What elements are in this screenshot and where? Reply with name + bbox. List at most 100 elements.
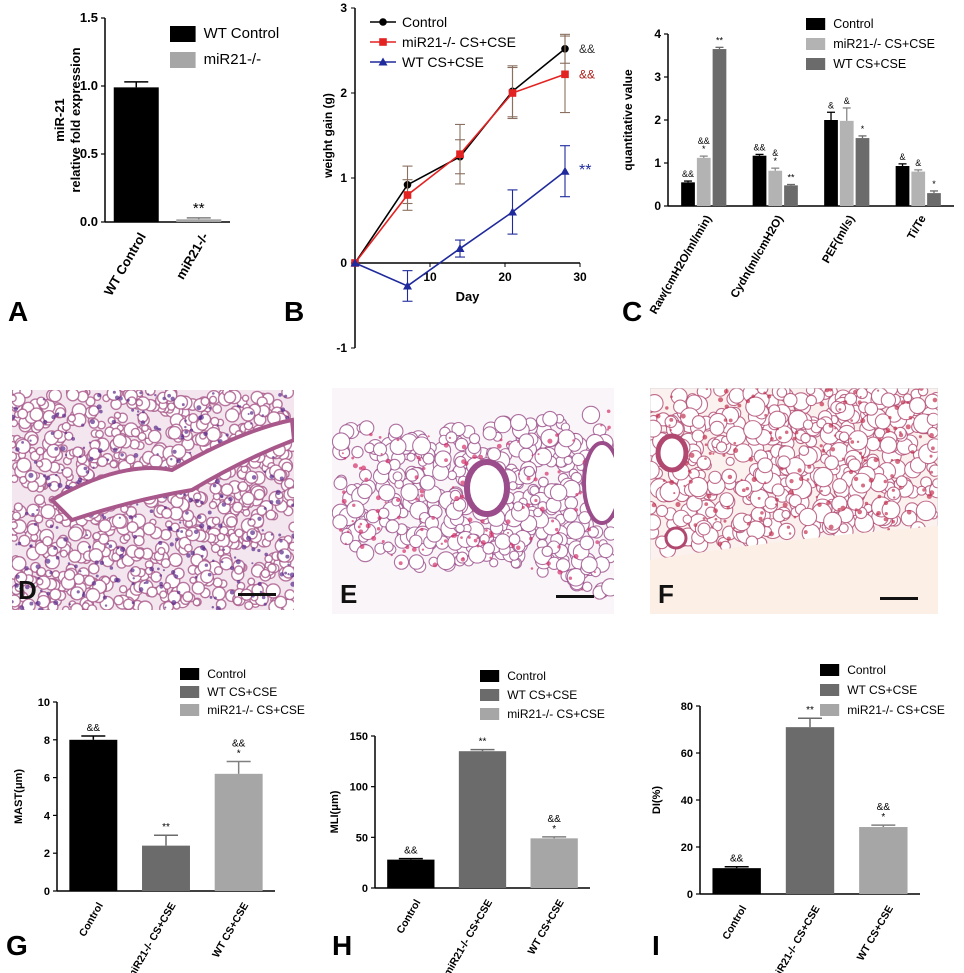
alveolus bbox=[113, 595, 124, 606]
alveolus bbox=[86, 604, 98, 610]
alveolus bbox=[13, 502, 23, 512]
legend-marker bbox=[379, 18, 387, 26]
cell-nucleus bbox=[208, 406, 212, 410]
legend-label: WT Control bbox=[204, 25, 280, 42]
cell-nucleus bbox=[111, 419, 117, 425]
cell-nucleus bbox=[68, 603, 71, 606]
cell-nucleus bbox=[745, 399, 751, 404]
cell-nucleus bbox=[200, 554, 204, 558]
alveolus bbox=[118, 584, 128, 594]
cell-nucleus bbox=[343, 457, 347, 460]
cell-nucleus bbox=[420, 527, 424, 532]
alveolus bbox=[122, 598, 135, 610]
cell-nucleus bbox=[104, 604, 108, 607]
cell-nucleus bbox=[745, 486, 750, 491]
legend-swatch bbox=[480, 689, 500, 701]
cell-nucleus bbox=[214, 596, 217, 600]
alveolus bbox=[896, 388, 910, 396]
cell-nucleus bbox=[28, 472, 34, 478]
alveolus bbox=[95, 429, 104, 439]
alveolus bbox=[798, 507, 818, 527]
alveolus bbox=[864, 401, 879, 416]
alveolus bbox=[35, 460, 44, 468]
cell-nucleus bbox=[857, 509, 863, 515]
legend-swatch bbox=[806, 38, 826, 50]
cell-nucleus bbox=[606, 428, 609, 431]
cell-nucleus bbox=[24, 511, 29, 516]
cell-nucleus bbox=[778, 436, 782, 440]
cell-nucleus bbox=[723, 388, 729, 394]
data-point bbox=[350, 258, 360, 267]
alveolus bbox=[142, 522, 156, 536]
cell-nucleus bbox=[670, 395, 673, 399]
cell-nucleus bbox=[77, 477, 83, 482]
cell-nucleus bbox=[763, 391, 767, 395]
cell-nucleus bbox=[789, 490, 794, 495]
cell-nucleus bbox=[143, 581, 146, 585]
cell-nucleus bbox=[705, 388, 709, 391]
x-tick-label: Control bbox=[394, 897, 423, 935]
cell-nucleus bbox=[97, 393, 102, 398]
cell-nucleus bbox=[797, 468, 802, 473]
histology-image-f bbox=[650, 388, 938, 614]
cell-nucleus bbox=[751, 394, 755, 398]
alveolus bbox=[165, 455, 178, 468]
alveolus bbox=[12, 521, 18, 530]
cell-nucleus bbox=[272, 455, 275, 459]
cell-nucleus bbox=[910, 450, 915, 454]
alveolus bbox=[357, 483, 373, 500]
cell-nucleus bbox=[136, 503, 139, 506]
alveolus bbox=[682, 514, 693, 524]
alveolus bbox=[66, 390, 80, 402]
data-point bbox=[508, 207, 517, 216]
alveolus bbox=[364, 442, 376, 454]
x-tick-label: WT CS+CSE bbox=[210, 901, 251, 960]
cell-nucleus bbox=[269, 500, 274, 504]
alveolus bbox=[234, 528, 244, 538]
cell-nucleus bbox=[499, 438, 503, 442]
alveolus bbox=[253, 488, 266, 501]
cell-nucleus bbox=[55, 556, 60, 560]
x-tick-label: 30 bbox=[573, 270, 587, 284]
chart-b-svg: -1 0 1 2 3 10 20 30 Day weight gain (g) && Control &… bbox=[321, 1, 595, 355]
cell-nucleus bbox=[114, 577, 119, 583]
cell-nucleus bbox=[216, 424, 219, 427]
y-tick-label: -1 bbox=[336, 341, 347, 355]
cell-nucleus bbox=[883, 517, 888, 522]
cell-nucleus bbox=[101, 513, 105, 517]
cell-nucleus bbox=[270, 533, 274, 536]
alveolus bbox=[482, 542, 495, 555]
cell-nucleus bbox=[136, 413, 139, 416]
cell-nucleus bbox=[218, 523, 223, 528]
cell-nucleus bbox=[733, 447, 739, 454]
alveolus bbox=[691, 429, 705, 443]
cell-nucleus bbox=[850, 440, 855, 444]
alveolus bbox=[159, 528, 172, 541]
cell-nucleus bbox=[236, 579, 241, 584]
cell-nucleus bbox=[728, 418, 733, 423]
alveolus bbox=[788, 494, 802, 508]
alveolus bbox=[167, 425, 182, 440]
cell-nucleus bbox=[62, 413, 67, 418]
cell-nucleus bbox=[740, 478, 743, 481]
alveolus bbox=[508, 481, 518, 491]
cell-nucleus bbox=[89, 456, 94, 462]
y-tick-label: 2 bbox=[654, 113, 661, 127]
cell-nucleus bbox=[351, 456, 355, 460]
alveolus bbox=[96, 455, 109, 468]
cell-nucleus bbox=[507, 531, 510, 534]
alveolus bbox=[405, 468, 419, 482]
alveolus bbox=[482, 426, 497, 441]
alveolus bbox=[655, 504, 669, 518]
cell-nucleus bbox=[689, 452, 695, 458]
significance-label: * bbox=[237, 749, 241, 760]
legend-marker bbox=[379, 38, 387, 46]
alveolus bbox=[208, 500, 218, 510]
alveolus bbox=[777, 455, 791, 469]
cell-nucleus bbox=[748, 456, 754, 462]
alveolus bbox=[436, 551, 456, 571]
cell-nucleus bbox=[189, 451, 192, 454]
chart-panel-g: 0 2 4 6 8 10 MAST(μm) && Control ** miR21-/- CS+CS… bbox=[0, 650, 320, 973]
cell-nucleus bbox=[54, 446, 59, 451]
cell-nucleus bbox=[174, 574, 179, 579]
